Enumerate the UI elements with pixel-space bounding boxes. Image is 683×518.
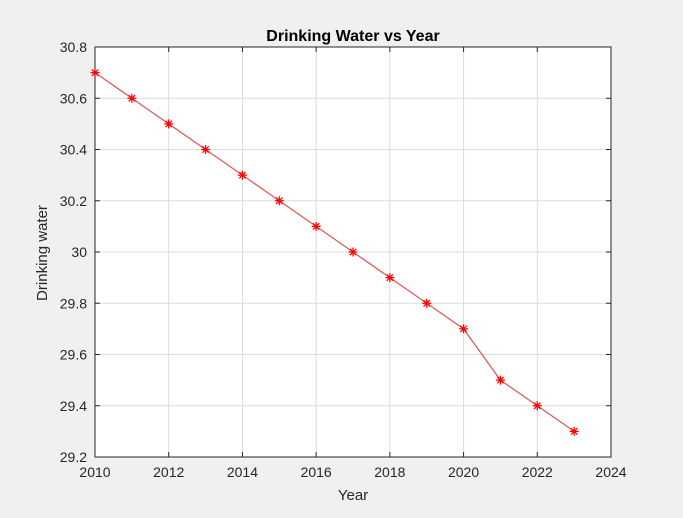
marker-stroke (533, 402, 541, 410)
x-tick-label: 2024 (595, 464, 626, 480)
y-tick-label: 29.4 (60, 398, 87, 414)
x-tick-label: 2014 (227, 464, 258, 480)
marker-stroke (128, 94, 136, 102)
y-tick-label: 29.6 (60, 347, 87, 363)
y-tick-label: 30.8 (60, 39, 87, 55)
data-point-marker (201, 145, 211, 154)
data-point-marker (532, 401, 542, 411)
marker-stroke (349, 248, 357, 256)
x-axis-label: Year (338, 487, 368, 504)
marker-stroke (423, 299, 431, 307)
marker-stroke (238, 171, 247, 179)
x-tick-label: 2020 (448, 464, 479, 480)
marker-stroke (275, 197, 283, 205)
marker-stroke (570, 427, 578, 436)
data-point-marker (385, 273, 395, 283)
y-tick-label: 30.2 (60, 193, 87, 209)
y-tick-label: 30 (71, 244, 87, 260)
data-point-marker (495, 375, 505, 385)
x-tick-label: 2018 (374, 464, 405, 480)
series-line (94, 72, 575, 432)
ticks: 2010 2012 2014 2016 2018 2020 2022 2024 29.2 29.4… (60, 39, 627, 480)
data-point-marker (274, 196, 284, 206)
y-tick-label: 30.6 (60, 90, 87, 106)
y-tick-label: 29.8 (60, 295, 87, 311)
data-point-marker (90, 68, 100, 78)
data-point-marker (164, 119, 174, 129)
marker-stroke (165, 120, 173, 128)
data-point-marker (237, 170, 247, 180)
x-tick-label: 2016 (301, 464, 332, 480)
data-point-marker (569, 426, 579, 436)
x-tick-label: 2010 (79, 464, 110, 480)
y-axis-label: Drinking water (34, 205, 51, 301)
data-point-marker (127, 93, 137, 103)
marker-stroke (91, 68, 99, 77)
data-point-marker (459, 324, 469, 334)
series (90, 68, 579, 436)
y-tick-label: 30.4 (60, 142, 87, 158)
marker-stroke (201, 145, 210, 154)
marker-stroke (386, 273, 394, 282)
data-point-marker (311, 221, 321, 231)
y-tick-label: 29.2 (60, 449, 87, 465)
marker-stroke (312, 222, 320, 231)
x-tick-label: 2012 (153, 464, 184, 480)
data-point-marker (422, 298, 432, 308)
marker-stroke (459, 325, 468, 333)
chart-title: Drinking Water vs Year (266, 28, 439, 45)
x-tick-label: 2022 (522, 464, 553, 480)
data-point-marker (348, 247, 358, 257)
marker-stroke (496, 376, 505, 384)
